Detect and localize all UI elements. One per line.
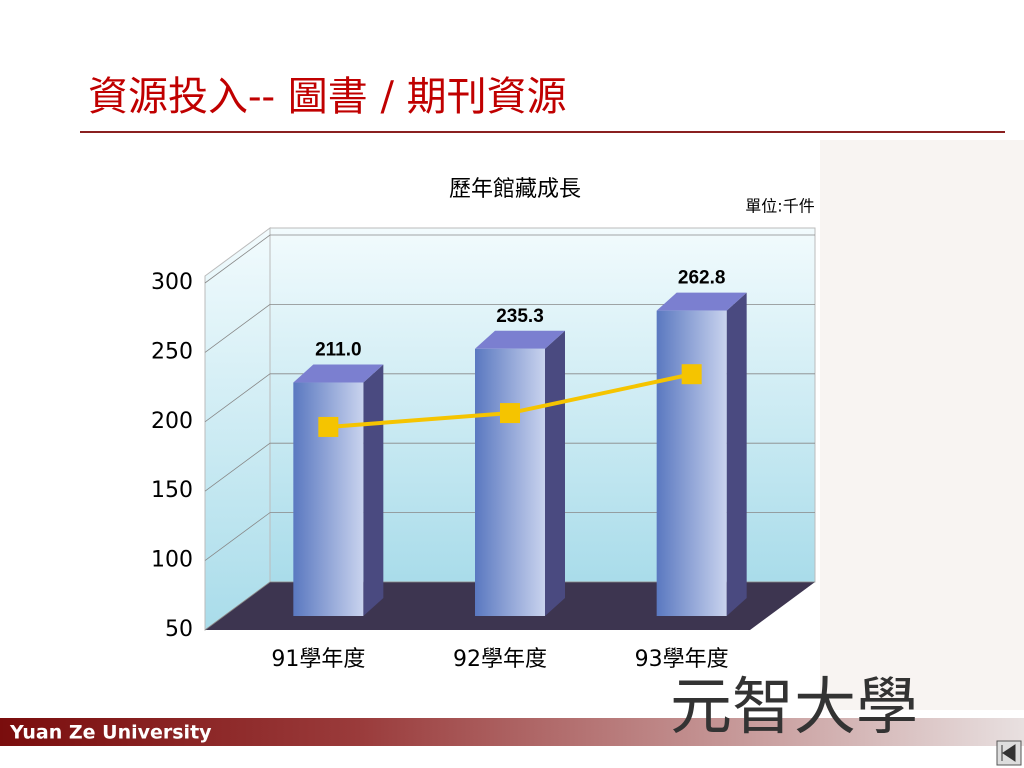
grid-line bbox=[204, 234, 815, 284]
bar-side bbox=[545, 330, 565, 616]
side-wall bbox=[204, 227, 271, 631]
data-label: 211.0 bbox=[315, 340, 362, 361]
slide-title: 資源投入-- 圖書 / 期刊資源 bbox=[88, 74, 567, 120]
line-marker bbox=[500, 403, 520, 424]
grid-line bbox=[204, 373, 815, 423]
bar bbox=[656, 292, 747, 616]
data-label: 262.8 bbox=[678, 268, 726, 289]
line-marker bbox=[318, 416, 339, 437]
bar-front bbox=[475, 348, 545, 616]
logo-text: 元智大學 bbox=[670, 670, 918, 743]
unit-note: 單位:千件 bbox=[745, 197, 814, 216]
nav-icon bbox=[1001, 744, 1016, 762]
bar-side bbox=[363, 364, 384, 616]
y-tick-label: 50 bbox=[165, 617, 193, 642]
grid-line bbox=[204, 512, 815, 561]
data-label: 235.3 bbox=[496, 306, 544, 327]
grid-line bbox=[204, 581, 815, 631]
y-tick-label: 200 bbox=[151, 409, 193, 434]
grid-line bbox=[204, 442, 815, 492]
bar bbox=[475, 330, 565, 616]
y-tick-label: 150 bbox=[151, 478, 193, 503]
line-marker bbox=[681, 364, 702, 385]
chart-title: 歷年館藏成長 bbox=[449, 177, 581, 202]
bar-side bbox=[726, 292, 747, 616]
background-tower bbox=[820, 140, 1024, 710]
x-tick-label: 92學年度 bbox=[453, 647, 547, 672]
bar-top bbox=[475, 330, 565, 349]
bar-front bbox=[656, 310, 727, 616]
bar-top bbox=[293, 364, 384, 383]
y-tick-label: 100 bbox=[151, 548, 193, 573]
x-tick-label: 93學年度 bbox=[635, 647, 729, 672]
footer-bar bbox=[0, 718, 1024, 746]
y-tick-label: 250 bbox=[151, 339, 193, 364]
grid-line bbox=[204, 304, 815, 353]
bar-top bbox=[656, 292, 747, 311]
y-tick-label: 300 bbox=[151, 270, 193, 295]
footer-text: Yuan Ze University bbox=[9, 722, 212, 744]
bar bbox=[293, 364, 384, 616]
x-tick-label: 91學年度 bbox=[271, 647, 365, 672]
